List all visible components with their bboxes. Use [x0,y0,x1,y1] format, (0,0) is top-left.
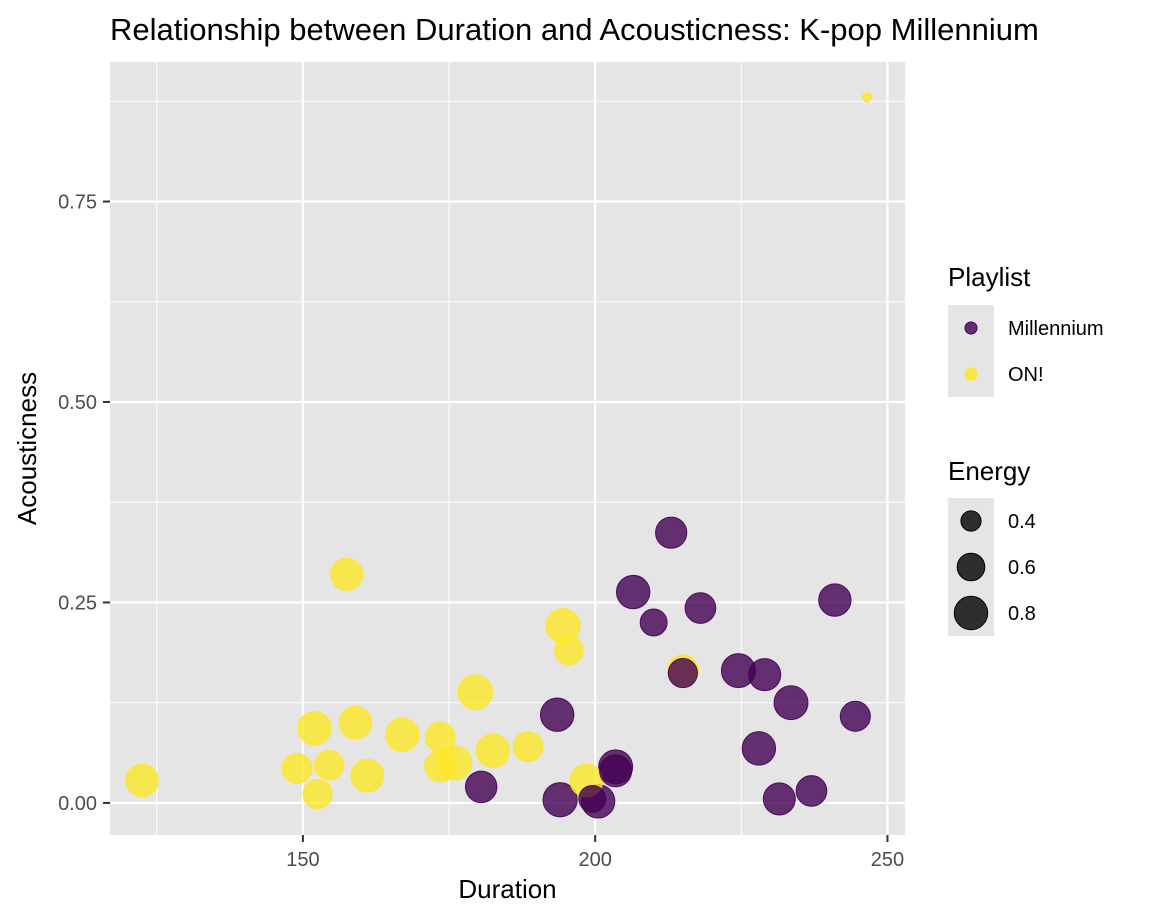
data-point-millennium [578,784,607,813]
legend-label: ON! [1008,364,1044,386]
data-point-on [554,635,584,666]
data-point-millennium [741,731,777,766]
axis-ticks [103,200,889,842]
data-point-on [424,721,456,753]
legend-size-swatch [953,595,989,631]
legend-label: Millennium [1008,318,1104,340]
data-point-millennium [655,516,688,549]
legend-size-swatch [956,552,986,582]
data-point-on [512,731,544,763]
data-point-on [125,763,159,798]
data-point-millennium [773,685,809,721]
y-tick-label: 0.50 [58,392,97,414]
data-point-millennium [615,574,651,610]
data-point-millennium [684,592,717,624]
data-point-on [457,674,494,711]
y-tick-label: 0.75 [58,192,97,214]
y-tick-label: 0.25 [58,592,97,614]
tick-labels: 150 200 250 0.00 0.25 0.50 0.75 [58,192,904,871]
x-tick-label: 150 [286,849,319,871]
x-axis-title: Duration [458,874,556,904]
data-point-on [302,779,333,810]
playlist-legend-keys: Millennium ON! [948,305,1104,397]
x-tick-label: 200 [578,849,611,871]
data-point-on [385,717,420,752]
y-tick-label: 0.00 [58,793,97,815]
data-point-on [475,733,511,769]
data-point-millennium [539,697,575,732]
data-point-on [350,758,385,793]
data-point-millennium [599,754,633,788]
data-point-millennium [762,782,796,816]
legend-label: 0.6 [1008,557,1036,579]
data-point-on [424,749,457,783]
legend: Playlist Millennium ON! Energy 0.4 0.6 0.8 [948,262,1104,636]
x-tick-label: 250 [871,849,904,871]
data-point-on [313,750,345,781]
data-point-millennium [667,657,698,689]
data-point-millennium [542,782,578,818]
data-point-on [330,557,364,591]
data-point-on [338,705,373,740]
data-point-millennium [818,583,852,617]
data-point-on [861,92,873,103]
legend-label: 0.4 [1008,511,1036,533]
data-points [125,92,873,819]
legend-label: 0.8 [1008,603,1036,625]
minor-gridlines [110,62,905,835]
data-point-millennium [839,700,871,732]
energy-legend-keys: 0.4 0.6 0.8 [948,498,1036,636]
playlist-legend-title: Playlist [948,262,1031,292]
data-point-on [281,752,313,784]
data-point-millennium [748,658,782,692]
energy-legend-title: Energy [948,456,1030,486]
plot-panel [110,62,905,835]
legend-swatch-millennium [964,321,978,335]
data-point-millennium [795,775,828,807]
data-point-millennium [464,770,498,804]
data-point-on [297,711,332,746]
legend-swatch-on [964,367,978,381]
legend-size-swatch [960,510,982,532]
y-axis-title: Acousticness [12,372,42,525]
chart-title: Relationship between Duration and Acoust… [110,12,1039,47]
data-point-millennium [639,608,668,637]
